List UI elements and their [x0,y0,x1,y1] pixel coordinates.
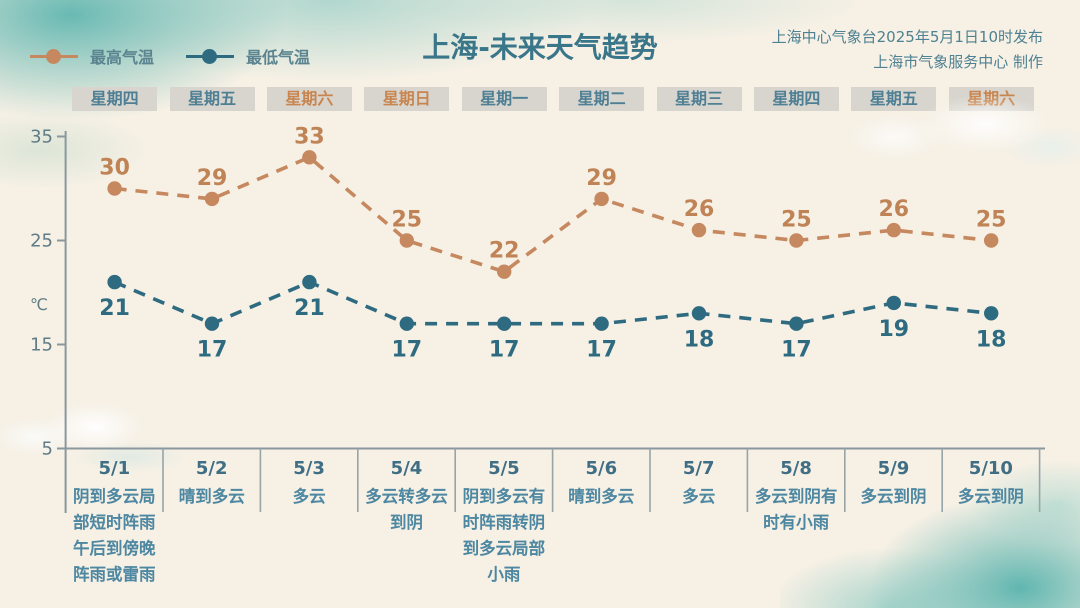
publisher-line-2: 上海市气象服务中心 制作 [873,53,1043,71]
high-temp-point [886,222,901,238]
high-temp-value-label: 26 [878,197,909,222]
high-temp-value-label: 33 [294,124,325,149]
high-temp-line [114,155,992,274]
high-temp-value-label: 25 [976,208,1007,233]
low-temp-point [204,316,220,331]
low-temp-value-label: 19 [878,317,909,342]
high-temp-value-label: 25 [391,208,422,233]
high-temp-point [789,233,804,248]
low-temp-value-label: 17 [197,338,228,363]
high-temp-value-label: 26 [684,197,715,222]
legend-label-low: 最低气温 [246,48,311,67]
legend-label-high: 最高气温 [90,48,155,67]
low-temp-value-label: 21 [294,296,325,321]
low-temp-value-label: 17 [391,338,422,363]
low-temp-point [399,316,414,331]
low-temp-marker-icon [186,48,235,64]
high-temp-point [497,264,512,279]
low-temp-line [113,280,992,326]
low-temp-point [984,306,999,321]
y-tick-label: 35 [30,127,53,148]
low-temp-point [497,316,512,331]
y-tick-label: 5 [42,439,53,460]
y-tick-label: 15 [30,335,53,356]
high-temp-point [302,150,317,165]
high-temp-value-label: 22 [489,239,520,264]
low-temp-point [886,295,901,311]
high-temp-value-label: 29 [586,166,617,191]
low-temp-point [594,316,609,331]
high-temp-point [204,191,220,207]
low-temp-value-label: 17 [781,338,812,363]
high-temp-point [691,222,707,238]
legend-item-low-temp: 最低气温 [186,44,310,68]
low-temp-value-label: 21 [99,296,130,321]
legend: 最高气温 最低气温 [30,44,310,68]
low-temp-point [107,274,122,290]
low-temp-point [302,274,317,290]
low-temp-value-label: 17 [489,338,520,363]
low-temp-value-label: 18 [684,327,715,352]
low-temp-point [691,306,707,321]
low-temp-value-label: 18 [976,327,1007,352]
y-axis-unit: ℃ [30,295,48,314]
legend-item-high-temp: 最高气温 [30,44,154,68]
y-tick-label: 25 [30,231,53,252]
high-temp-point [594,191,609,207]
high-temp-value-label: 25 [781,208,812,233]
high-temp-point [107,181,122,196]
high-temp-point [984,233,999,248]
low-temp-value-label: 17 [586,338,617,363]
high-temp-value-label: 30 [99,156,130,181]
high-temp-marker-icon [30,48,78,64]
low-temp-point [789,316,804,331]
high-temp-point [399,233,414,248]
high-temp-value-label: 29 [197,166,228,191]
